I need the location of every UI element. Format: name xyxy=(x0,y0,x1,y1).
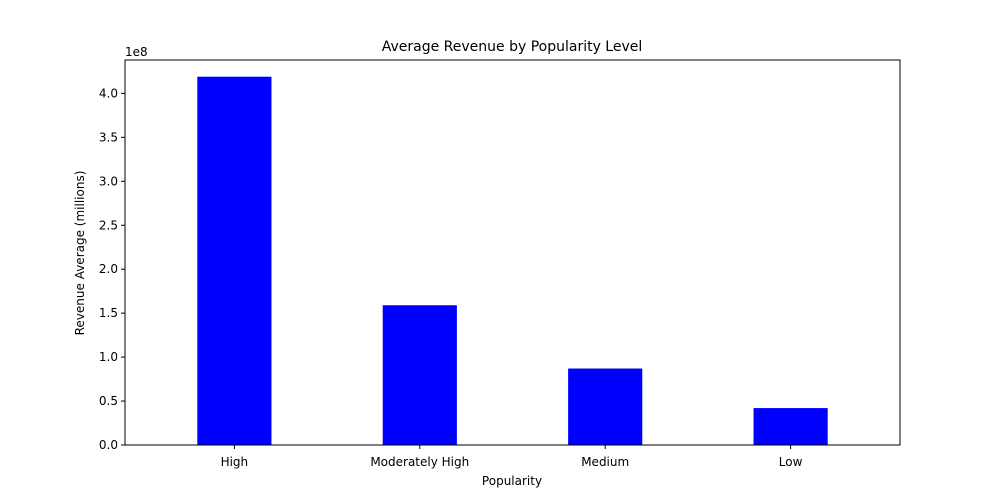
chart-title: Average Revenue by Popularity Level xyxy=(382,39,643,55)
x-tick-label: Medium xyxy=(581,455,629,469)
y-axis-ticks: 0.0 0.5 1.0 1.5 2.0 2.5 3.0 3.5 4.0 xyxy=(99,86,125,452)
y-tick-label: 3.5 xyxy=(99,130,118,144)
y-tick-label: 3.0 xyxy=(99,174,118,188)
x-tick-label: Low xyxy=(779,455,803,469)
bars-layer xyxy=(197,76,828,445)
y-tick-label: 0.5 xyxy=(99,394,118,408)
bar xyxy=(197,76,272,445)
y-tick-label: 2.5 xyxy=(99,218,118,232)
y-tick-label: 2.0 xyxy=(99,262,118,276)
bar xyxy=(568,368,643,445)
y-axis-offset-label: 1e8 xyxy=(125,45,148,59)
y-tick-label: 0.0 xyxy=(99,438,118,452)
y-axis-label: Revenue Average (millions) xyxy=(73,171,87,336)
plot-area-frame xyxy=(124,59,901,446)
y-tick-label: 1.5 xyxy=(99,306,118,320)
bar xyxy=(382,305,457,445)
x-axis-ticks: High Moderately High Medium Low xyxy=(221,445,803,469)
y-tick-label: 1.0 xyxy=(99,350,118,364)
bar xyxy=(753,408,828,445)
x-axis-label: Popularity xyxy=(482,474,542,488)
x-tick-label: Moderately High xyxy=(370,455,469,469)
x-tick-label: High xyxy=(221,455,249,469)
y-tick-label: 4.0 xyxy=(99,86,118,100)
